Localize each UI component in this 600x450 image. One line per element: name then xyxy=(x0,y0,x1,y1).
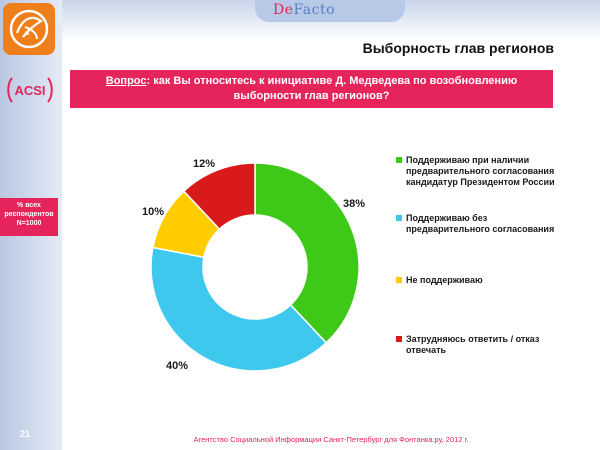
left-sidebar: ACSI % всех респондентов N=1000 21 xyxy=(0,0,62,450)
slice-value-label: 40% xyxy=(166,360,188,372)
question-label: Вопрос xyxy=(105,75,147,87)
agency-logo-text: ACSI xyxy=(14,83,45,98)
question-banner: Вопрос: как Вы относитесь к инициативе Д… xyxy=(70,70,553,108)
donut-slice xyxy=(254,162,360,344)
legend-label: Не поддерживаю xyxy=(406,275,483,285)
legend-swatch xyxy=(396,215,402,221)
legend-label: Поддерживаю без предварительного согласо… xyxy=(406,213,555,234)
legend-item: Не поддерживаю xyxy=(396,275,566,286)
respondents-line-2: респондентов xyxy=(4,211,54,218)
defacto-logo-facto: Facto xyxy=(293,2,336,18)
slice-value-label: 38% xyxy=(343,198,365,210)
legend-label: Затрудняюсь ответить / отказ отвечать xyxy=(406,334,540,355)
legend-item: Поддерживаю при наличии предварительного… xyxy=(396,155,566,188)
defacto-tab xyxy=(255,0,405,22)
slice-value-label: 10% xyxy=(142,206,164,218)
respondents-line-1: % всех xyxy=(17,202,41,209)
legend-swatch xyxy=(396,336,402,342)
page-title: Выборность глав регионов xyxy=(362,40,554,56)
legend-item: Поддерживаю без предварительного согласо… xyxy=(396,213,566,235)
respondents-line-3: N=1000 xyxy=(16,220,42,227)
defacto-logo: DeFacto xyxy=(273,2,335,18)
page-number: 21 xyxy=(20,429,31,439)
legend-swatch xyxy=(396,157,402,163)
question-text: : как Вы относитесь к инициативе Д. Медв… xyxy=(146,75,518,102)
slice-value-label: 12% xyxy=(193,158,215,170)
donut-chart: 38% 40% 10% 12% xyxy=(142,158,365,372)
footer-credit: Агентство Социальной Информации Санкт-Пе… xyxy=(193,435,469,444)
defacto-logo-de: De xyxy=(273,2,294,18)
respondents-badge: % всех респондентов N=1000 xyxy=(0,198,58,236)
legend-item: Затрудняюсь ответить / отказ отвечать xyxy=(396,334,566,356)
butterfly-logo-icon xyxy=(3,3,55,55)
legend-swatch xyxy=(396,277,402,283)
donut-slice xyxy=(182,162,256,231)
legend-label: Поддерживаю при наличии предварительного… xyxy=(406,155,555,187)
donut-slice xyxy=(150,246,328,372)
agency-logo: ACSI xyxy=(6,76,54,104)
